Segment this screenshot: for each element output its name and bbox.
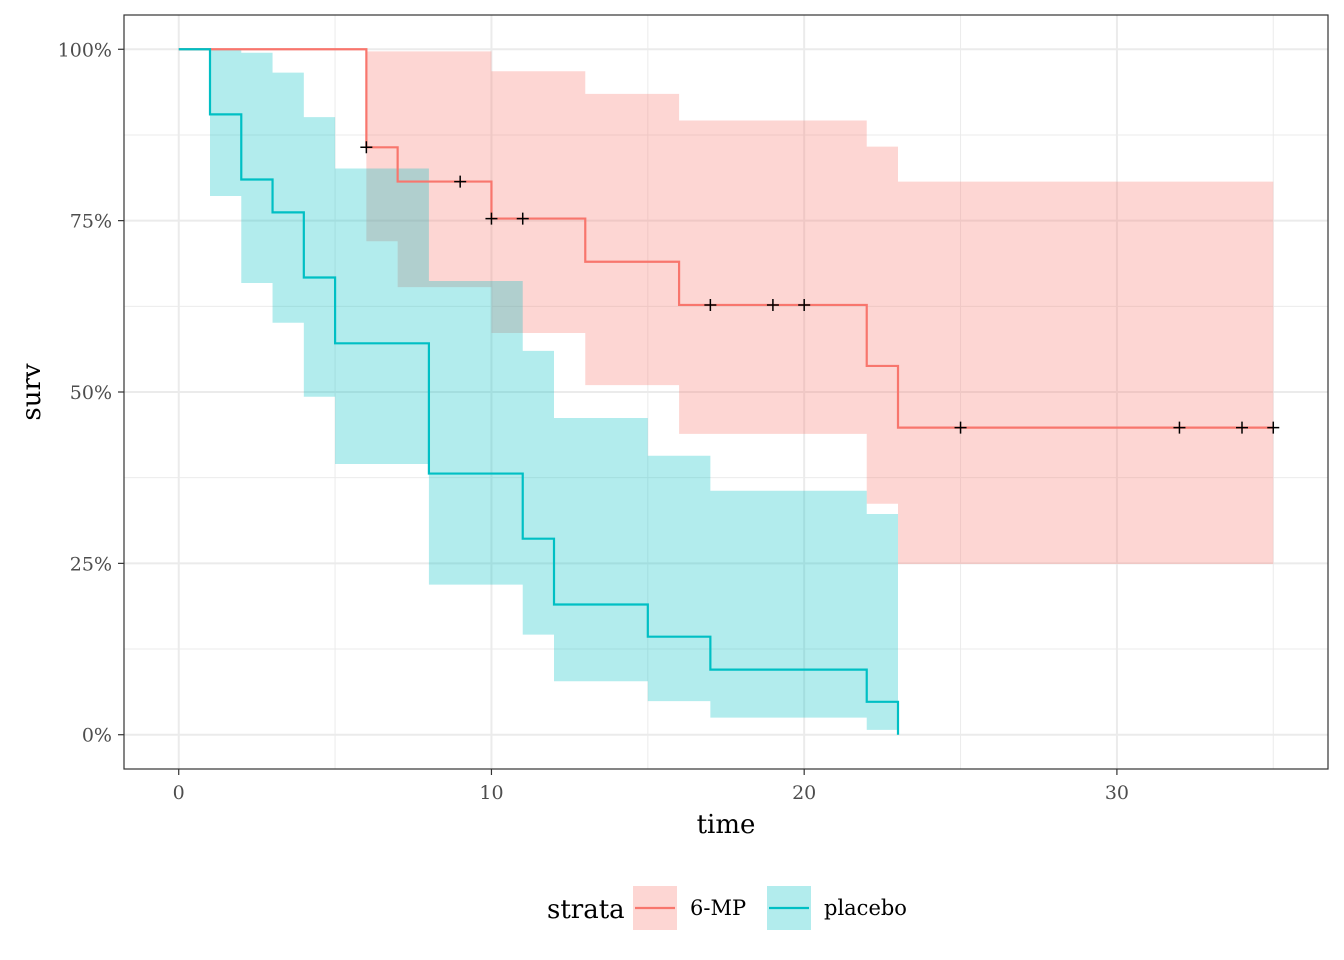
censor-mark: [1173, 421, 1186, 434]
x-axis: 0 10 20 30: [173, 769, 1129, 804]
censor-marks: [360, 141, 1280, 434]
y-tick-label: 100%: [58, 39, 112, 61]
x-tick-label: 10: [479, 782, 503, 804]
legend-items: 6-MP placebo: [633, 886, 907, 930]
censor-mark: [766, 298, 779, 311]
censor-mark: [1236, 421, 1248, 434]
y-tick-label: 25%: [70, 553, 112, 575]
survival-curves: [178, 48, 1274, 735]
x-axis-title: time: [697, 810, 756, 840]
legend-label-6-mp: 6-MP: [690, 896, 746, 920]
censor-mark: [360, 141, 373, 154]
y-axis-title: surv: [17, 363, 47, 421]
y-tick-label: 0%: [82, 725, 112, 747]
legend-label-placebo: placebo: [824, 896, 907, 920]
censor-mark: [1267, 421, 1280, 434]
survival-curve-6-mp: [178, 48, 1274, 429]
y-tick-label: 75%: [70, 211, 112, 233]
ci-band-6-mp: [178, 49, 1274, 565]
ci-band-placebo: [178, 49, 898, 730]
major-gridlines: [124, 15, 1328, 769]
x-tick-label: 0: [173, 782, 185, 804]
survival-curve-placebo: [178, 48, 900, 735]
y-tick-label: 50%: [70, 382, 112, 404]
censor-mark: [485, 212, 498, 225]
legend: strata 6-MP placebo: [547, 886, 907, 930]
legend-title: strata: [547, 895, 625, 925]
censor-mark: [454, 175, 467, 188]
x-tick-label: 20: [792, 782, 816, 804]
confidence-bands: [178, 49, 1274, 730]
censor-mark: [798, 298, 811, 311]
censor-mark: [516, 212, 529, 225]
x-tick-label: 30: [1105, 782, 1129, 804]
censor-mark: [704, 298, 717, 311]
censor-mark: [954, 421, 967, 434]
y-axis: 0% 25% 50% 75% 100%: [58, 39, 124, 747]
